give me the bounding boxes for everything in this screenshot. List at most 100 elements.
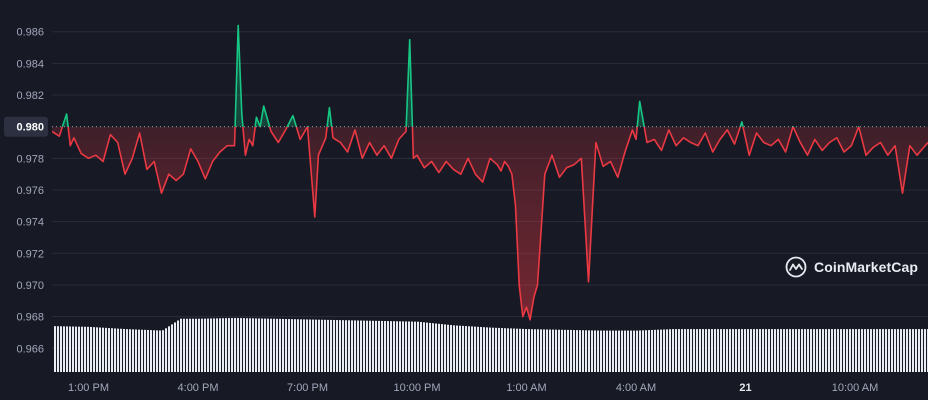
volume-bar: [531, 329, 533, 372]
volume-bar: [132, 329, 134, 372]
volume-bar: [198, 318, 200, 372]
volume-bar: [117, 328, 119, 372]
volume-bar: [774, 329, 776, 372]
volume-bar: [606, 330, 608, 372]
volume-bar: [105, 327, 107, 372]
volume-bar: [66, 326, 68, 372]
volume-bar: [243, 318, 245, 372]
volume-bar: [189, 318, 191, 372]
volume-bar: [282, 318, 284, 372]
volume-bar: [312, 319, 314, 372]
volume-bar: [480, 326, 482, 372]
volume-bar: [78, 326, 80, 372]
volume-bar: [813, 329, 815, 372]
volume-bar: [672, 329, 674, 372]
volume-bar: [204, 318, 206, 372]
volume-bar: [375, 320, 377, 372]
y-tick-label: 0.968: [16, 312, 44, 324]
volume-bar: [129, 329, 131, 372]
volume-bar: [624, 330, 626, 372]
volume-bar: [771, 329, 773, 372]
volume-bar: [483, 327, 485, 372]
volume-bar: [186, 318, 188, 372]
reference-label-box: [4, 116, 48, 137]
volume-bar: [114, 328, 116, 372]
volume-bar: [777, 329, 779, 372]
volume-bar: [381, 320, 383, 372]
volume-bar: [495, 327, 497, 372]
volume-bar: [894, 329, 896, 372]
volume-bar: [234, 317, 236, 372]
volume-bar: [366, 320, 368, 372]
volume-bar: [645, 330, 647, 372]
volume-bar: [594, 330, 596, 372]
volume-bar: [915, 329, 917, 372]
volume-bar: [501, 328, 503, 372]
volume-bar: [510, 328, 512, 372]
x-tick-label: 4:00 AM: [616, 382, 656, 394]
volume-bar: [318, 319, 320, 372]
volume-bar: [444, 324, 446, 372]
y-tick-label: 0.972: [16, 248, 44, 260]
volume-bar: [786, 329, 788, 372]
volume-bar: [639, 330, 641, 372]
volume-bar: [579, 330, 581, 372]
x-tick-label: 1:00 PM: [68, 382, 109, 394]
volume-bar: [492, 327, 494, 372]
volume-bar: [720, 329, 722, 372]
volume-bar: [60, 326, 62, 372]
volume-bar: [726, 329, 728, 372]
volume-bar: [135, 329, 137, 372]
volume-bar: [402, 321, 404, 372]
volume-bar: [270, 318, 272, 372]
volume-bar: [858, 329, 860, 372]
volume-bar: [324, 319, 326, 372]
volume-bar: [162, 330, 164, 372]
volume-bar: [741, 329, 743, 372]
volume-bar: [330, 319, 332, 372]
volume-bar: [912, 329, 914, 372]
volume-bar: [534, 329, 536, 372]
volume-bar: [756, 329, 758, 372]
volume-bar: [417, 321, 419, 372]
brand-watermark: CoinMarketCap: [785, 256, 918, 278]
volume-bar: [780, 329, 782, 372]
volume-bar: [870, 329, 872, 372]
x-tick-label: 7:00 PM: [287, 382, 328, 394]
brand-name: CoinMarketCap: [814, 259, 918, 275]
y-tick-label: 0.978: [16, 153, 44, 165]
volume-bar: [543, 329, 545, 372]
volume-bar: [225, 318, 227, 372]
volume-bar: [588, 330, 590, 372]
volume-bar: [513, 328, 515, 372]
volume-bar: [702, 329, 704, 372]
volume-bar: [657, 329, 659, 372]
volume-bar: [609, 330, 611, 372]
volume-bar: [867, 329, 869, 372]
volume-bar: [564, 329, 566, 372]
volume-bar: [81, 326, 83, 372]
volume-bar: [597, 330, 599, 372]
volume-bar: [291, 319, 293, 372]
volume-bar: [216, 318, 218, 372]
volume-bar: [876, 329, 878, 372]
volume-bar: [555, 329, 557, 372]
volume-bar: [879, 329, 881, 372]
volume-bar: [372, 320, 374, 372]
volume-bar: [297, 319, 299, 372]
price-line-below: [52, 126, 928, 321]
volume-bar: [231, 318, 233, 372]
volume-bar: [627, 330, 629, 372]
volume-bar: [147, 329, 149, 372]
volume-bar: [723, 329, 725, 372]
x-tick-label: 21: [739, 382, 751, 394]
volume-bar: [237, 318, 239, 372]
volume-bar: [744, 329, 746, 372]
volume-bar: [378, 320, 380, 372]
x-tick-label: 1:00 AM: [506, 382, 546, 394]
volume-bar: [675, 329, 677, 372]
volume-bar: [693, 329, 695, 372]
volume-bar: [585, 330, 587, 372]
volume-bar: [288, 319, 290, 372]
